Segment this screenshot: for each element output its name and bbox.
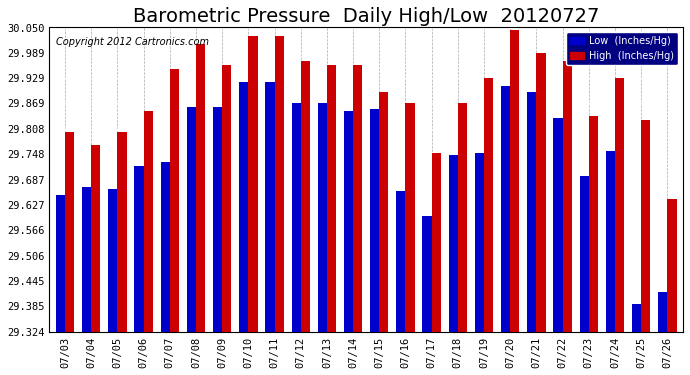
- Bar: [667, 200, 676, 332]
- Bar: [510, 30, 520, 332]
- Bar: [108, 189, 117, 332]
- Legend: Low  (Inches/Hg), High  (Inches/Hg): Low (Inches/Hg), High (Inches/Hg): [566, 32, 678, 65]
- Bar: [301, 61, 310, 332]
- Bar: [553, 118, 562, 332]
- Bar: [380, 93, 388, 332]
- Bar: [406, 103, 415, 332]
- Bar: [501, 86, 510, 332]
- Bar: [527, 93, 536, 332]
- Bar: [161, 162, 170, 332]
- Bar: [606, 151, 615, 332]
- Bar: [432, 153, 441, 332]
- Bar: [396, 191, 406, 332]
- Bar: [589, 116, 598, 332]
- Bar: [562, 61, 572, 332]
- Bar: [196, 44, 205, 332]
- Bar: [266, 82, 275, 332]
- Bar: [187, 107, 196, 332]
- Bar: [458, 103, 467, 332]
- Bar: [317, 103, 327, 332]
- Bar: [484, 78, 493, 332]
- Bar: [641, 120, 650, 332]
- Bar: [370, 109, 380, 332]
- Bar: [448, 155, 458, 332]
- Bar: [422, 216, 432, 332]
- Bar: [56, 195, 65, 332]
- Bar: [222, 65, 231, 332]
- Bar: [170, 69, 179, 332]
- Bar: [344, 111, 353, 332]
- Bar: [327, 65, 336, 332]
- Bar: [82, 187, 91, 332]
- Bar: [144, 111, 152, 332]
- Bar: [239, 82, 248, 332]
- Bar: [353, 65, 362, 332]
- Bar: [135, 166, 144, 332]
- Bar: [292, 103, 301, 332]
- Bar: [117, 132, 126, 332]
- Bar: [632, 304, 641, 332]
- Bar: [580, 176, 589, 332]
- Bar: [275, 36, 284, 332]
- Bar: [65, 132, 75, 332]
- Bar: [248, 36, 257, 332]
- Bar: [536, 53, 546, 332]
- Bar: [615, 78, 624, 332]
- Title: Barometric Pressure  Daily High/Low  20120727: Barometric Pressure Daily High/Low 20120…: [133, 7, 600, 26]
- Bar: [213, 107, 222, 332]
- Text: Copyright 2012 Cartronics.com: Copyright 2012 Cartronics.com: [56, 37, 208, 46]
- Bar: [475, 153, 484, 332]
- Bar: [91, 145, 100, 332]
- Bar: [658, 292, 667, 332]
